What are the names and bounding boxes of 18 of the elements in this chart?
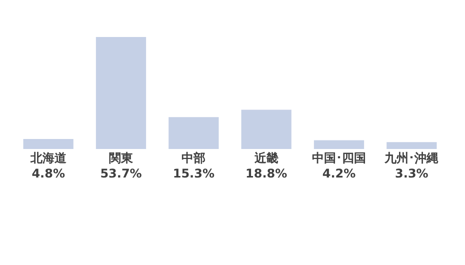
data-label: 3.3%	[395, 166, 428, 181]
bar	[314, 140, 364, 149]
bar	[241, 110, 292, 149]
data-label: 15.3%	[172, 166, 214, 181]
x-tick-label: 北海道	[29, 151, 68, 165]
data-label: 4.2%	[322, 166, 356, 181]
bar	[23, 138, 74, 149]
x-tick-label: 九州･沖縄	[384, 151, 439, 165]
x-tick-label: 近畿	[253, 151, 278, 165]
x-tick-label: 中国･四国	[312, 151, 366, 165]
x-tick-label: 中部	[182, 151, 206, 165]
data-label: 4.8%	[32, 166, 65, 181]
data-label: 53.7%	[100, 166, 142, 181]
bar	[96, 37, 146, 149]
data-label: 18.8%	[246, 166, 288, 181]
x-tick-label: 関東	[109, 151, 134, 165]
bar	[168, 117, 219, 149]
bar	[386, 142, 437, 149]
